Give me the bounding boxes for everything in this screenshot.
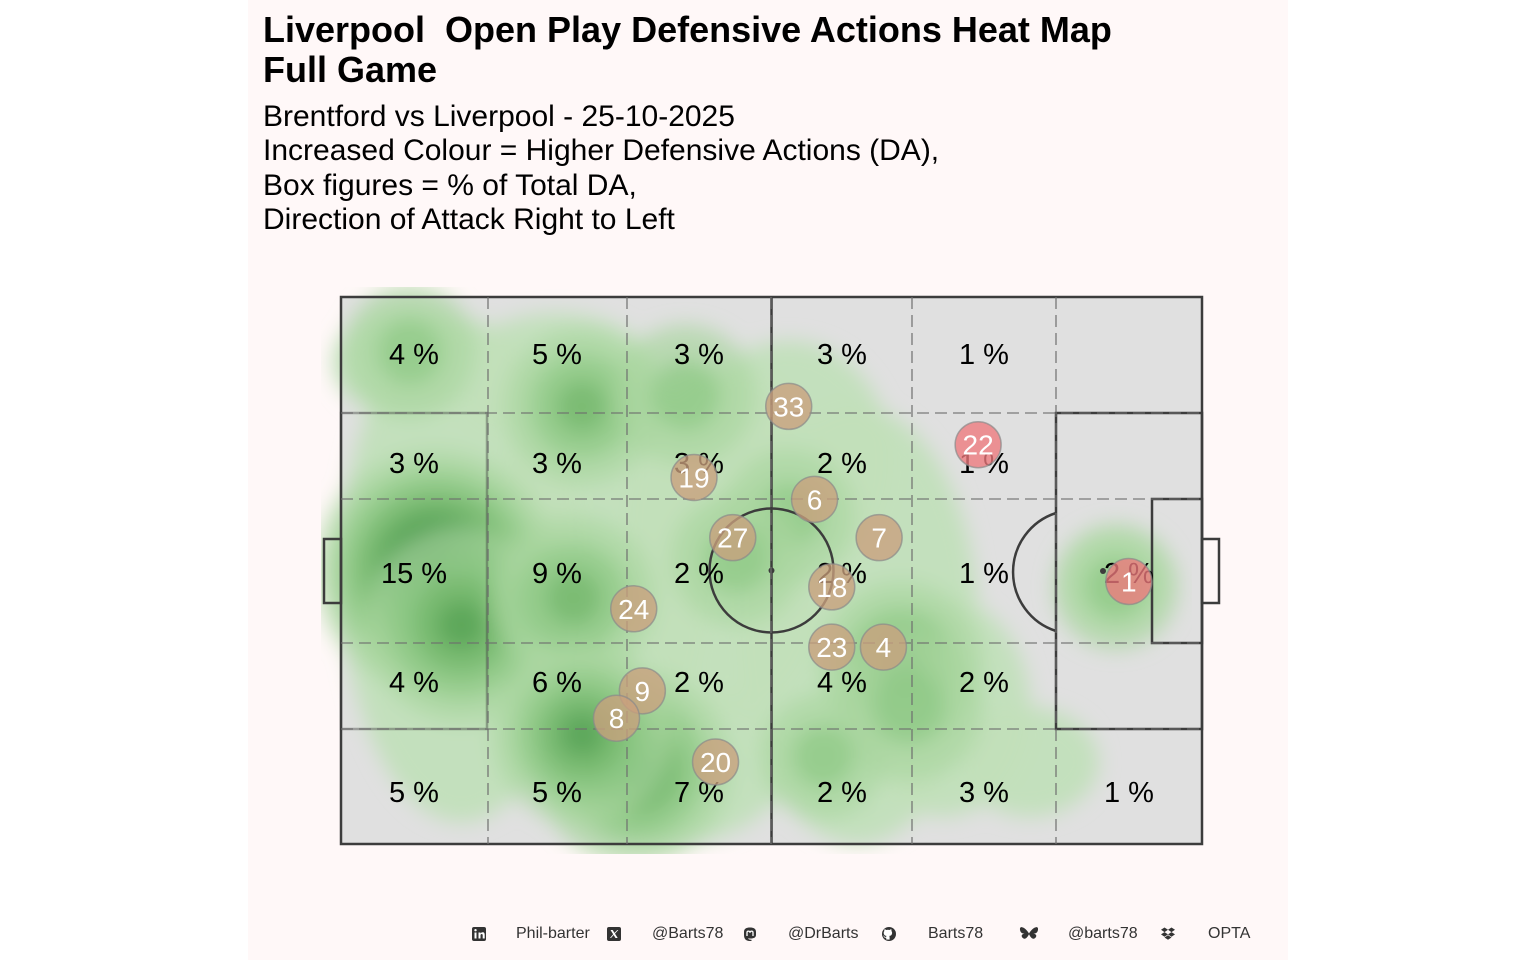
zone-percent-label: 2 % <box>817 448 867 480</box>
footer: Phil-barter @Barts78 @DrBarts Barts78 @b… <box>0 925 1536 947</box>
player-number-label: 4 <box>876 632 892 663</box>
player-marker <box>790 475 839 524</box>
data-source: OPTA <box>1208 925 1251 942</box>
player-marker <box>609 585 658 633</box>
player-marker <box>855 513 903 562</box>
zone-percent-label: 2 % <box>674 667 724 699</box>
penalty-spot-right <box>1100 568 1106 574</box>
goal-left <box>322 537 343 605</box>
player-number-label: 7 <box>871 523 887 554</box>
player-marker <box>808 623 856 671</box>
linkedin-icon <box>472 927 486 941</box>
mastodon-icon <box>744 927 756 942</box>
player-number-label: 23 <box>816 632 847 663</box>
player-number-label: 9 <box>635 676 651 707</box>
zone-percent-label: 1 % <box>1104 777 1154 809</box>
zone-percent-label: 5 % <box>389 777 439 809</box>
density-contour <box>556 380 609 433</box>
chart-subtitle-line1: Brentford vs Liverpool - 25-10-2025 <box>263 100 735 133</box>
zone-percent-label: 2 % <box>817 777 867 809</box>
player-marker <box>954 420 1002 469</box>
penalty-arc-right <box>1011 511 1057 633</box>
density-contour <box>546 570 601 626</box>
zone-percent-label: 4 % <box>389 339 439 371</box>
bluesky-icon <box>1019 927 1039 939</box>
player-number-label: 24 <box>618 594 649 625</box>
mastodon-handle: @DrBarts <box>788 925 859 942</box>
density-contour <box>791 725 855 788</box>
player-marker <box>1105 557 1153 606</box>
zone-percent-label: 4 % <box>817 667 867 699</box>
zone-percent-label: 4 % <box>389 667 439 699</box>
density-contour <box>437 600 486 650</box>
zone-percent-label: 3 % <box>959 777 1009 809</box>
zone-percent-label: 3 % <box>532 448 582 480</box>
chart-subtitle-line3: Box figures = % of Total DA, <box>263 169 637 202</box>
player-number-label: 1 <box>1121 566 1137 597</box>
zone-percent-label: 9 % <box>532 558 582 590</box>
github-handle: Barts78 <box>928 925 984 942</box>
player-marker <box>670 453 718 502</box>
density-contour <box>559 712 605 758</box>
player-number-label: 8 <box>609 703 625 734</box>
player-marker <box>764 382 813 431</box>
player-number-label: 19 <box>678 463 709 494</box>
github-icon <box>882 927 896 941</box>
chart-subtitle-line2: Increased Colour = Higher Defensive Acti… <box>263 134 940 167</box>
zone-percent-label: 2 % <box>674 558 724 590</box>
dropbox-icon <box>1161 927 1175 940</box>
density-contour <box>872 670 947 745</box>
player-number-label: 6 <box>807 484 823 515</box>
player-number-label: 18 <box>816 572 847 603</box>
player-marker <box>859 623 908 671</box>
zone-percent-label: 5 % <box>532 339 582 371</box>
player-marker <box>691 738 740 786</box>
zone-percent-label: 2 % <box>959 667 1009 699</box>
zone-percent-label: 3 % <box>389 448 439 480</box>
density-contour <box>376 318 444 386</box>
player-marker <box>592 694 641 742</box>
goal-right <box>1200 537 1221 605</box>
x-handle: @Barts78 <box>652 925 724 942</box>
density-contour <box>960 707 1099 817</box>
x-twitter-icon <box>607 927 621 941</box>
linkedin-handle: Phil-barter <box>516 925 590 942</box>
zone-percent-label: 15 % <box>381 558 447 590</box>
zone-percent-label: 6 % <box>532 667 582 699</box>
chart-subtitle-line4: Direction of Attack Right to Left <box>263 203 675 236</box>
chart-title-line1: Liverpool Open Play Defensive Actions He… <box>263 9 1112 50</box>
player-number-label: 20 <box>700 747 731 778</box>
player-marker <box>709 513 757 562</box>
zone-percent-label: 1 % <box>959 339 1009 371</box>
zone-percent-label: 3 % <box>817 339 867 371</box>
zone-percent-label: 1 % <box>959 558 1009 590</box>
chart-title-line2: Full Game <box>263 49 438 90</box>
player-marker <box>808 563 856 611</box>
zone-percent-label: 5 % <box>532 777 582 809</box>
player-number-label: 22 <box>963 430 994 461</box>
pitch-heatmap: 4 %5 %3 %3 %1 %3 %3 %3 %2 %1 %15 %9 %2 %… <box>321 287 1221 854</box>
zone-percent-label: 3 % <box>674 339 724 371</box>
player-number-label: 27 <box>717 523 748 554</box>
player-number-label: 33 <box>773 391 804 422</box>
bluesky-handle: @barts78 <box>1068 925 1138 942</box>
